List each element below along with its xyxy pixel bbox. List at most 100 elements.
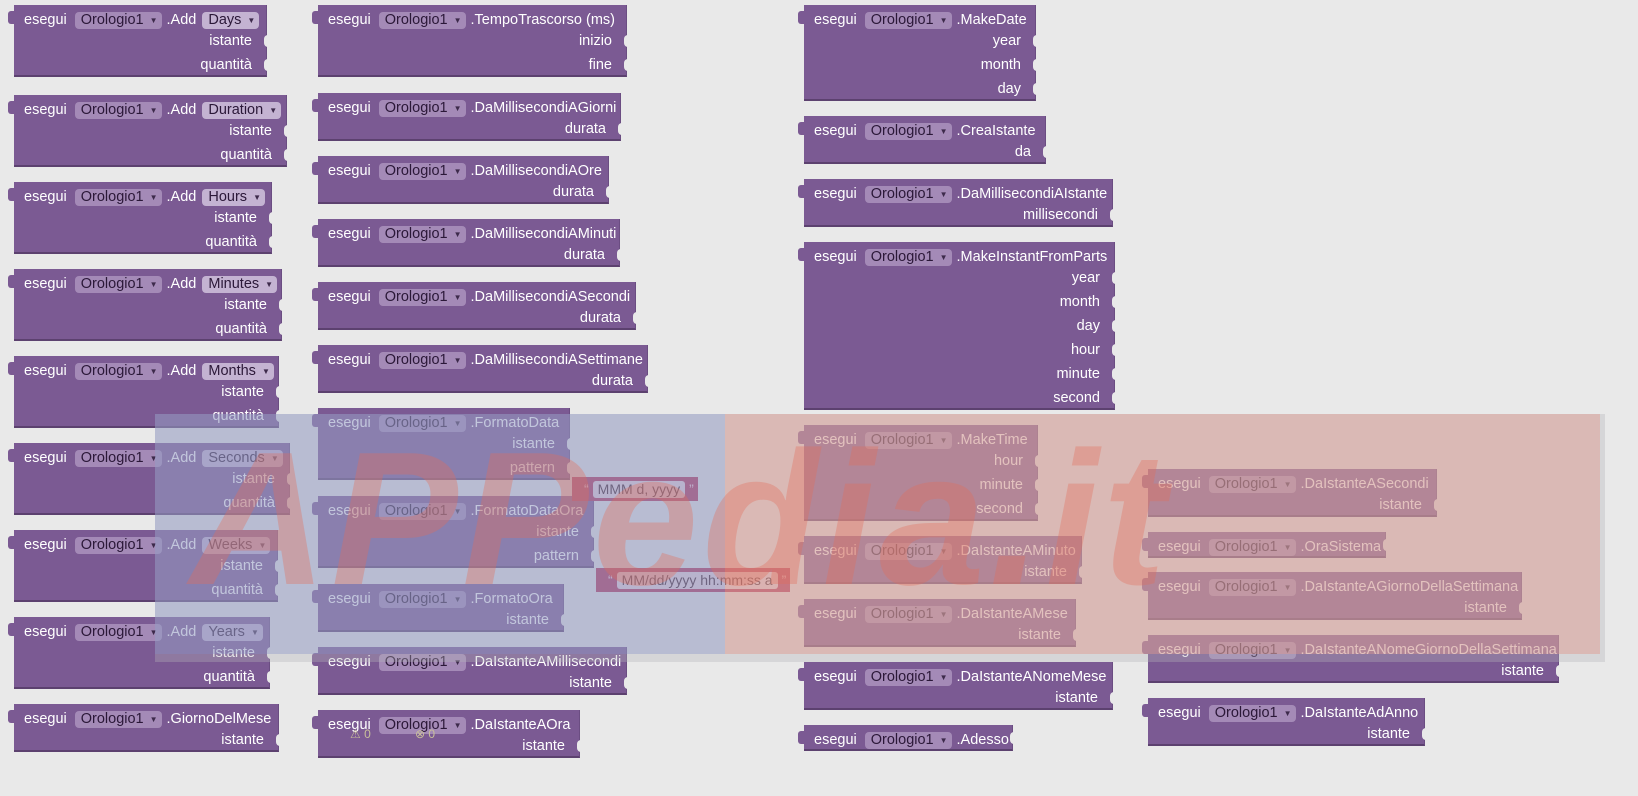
block-da-ist-mese[interactable]: esegui Orologio1 ▼ .DaIstanteAMese istante — [798, 599, 1080, 647]
input-socket[interactable] — [287, 473, 294, 485]
input-socket[interactable] — [1434, 499, 1441, 511]
block-da-ist-giorno-sett[interactable]: esegui Orologio1 ▼ .DaIstanteAGiornoDellaSe… — [1142, 572, 1526, 620]
component-dropdown[interactable]: Orologio1 ▼ — [864, 11, 952, 29]
component-dropdown[interactable]: Orologio1 ▼ — [864, 185, 952, 203]
component-dropdown[interactable]: Orologio1 ▼ — [378, 162, 466, 180]
input-socket[interactable] — [1035, 479, 1042, 491]
block-formato-ora[interactable]: esegui Orologio1 ▼ .FormatoOra istante — [312, 584, 568, 632]
input-socket[interactable] — [591, 550, 598, 562]
component-dropdown[interactable]: Orologio1 ▼ — [864, 431, 952, 449]
block-add-weeks[interactable]: esegui Orologio1 ▼ .Add Weeks ▼ istante quantit… — [8, 530, 282, 602]
block-da-ist-ora[interactable]: esegui Orologio1 ▼ .DaIstanteAOra istante — [312, 710, 584, 758]
unit-dropdown[interactable]: Duration ▼ — [202, 101, 282, 119]
input-socket[interactable] — [276, 734, 283, 746]
block-da-ms-istante[interactable]: esegui Orologio1 ▼ .DaMillisecondiAIstante m… — [798, 179, 1117, 227]
input-socket[interactable] — [1422, 728, 1429, 740]
input-socket[interactable] — [279, 323, 286, 335]
component-dropdown[interactable]: Orologio1 ▼ — [74, 275, 162, 293]
input-socket[interactable] — [267, 647, 274, 659]
component-dropdown[interactable]: Orologio1 ▼ — [378, 716, 466, 734]
input-socket[interactable] — [275, 560, 282, 572]
block-add-minutes[interactable]: esegui Orologio1 ▼ .Add Minutes ▼ istante quant… — [8, 269, 286, 341]
component-dropdown[interactable]: Orologio1 ▼ — [378, 653, 466, 671]
string-value[interactable]: MMM d, yyyy — [592, 480, 686, 498]
block-tempo-trascorso[interactable]: esegui Orologio1 ▼ .TempoTrascorso (ms) iniz… — [312, 5, 631, 77]
input-socket[interactable] — [617, 249, 624, 261]
component-dropdown[interactable]: Orologio1 ▼ — [864, 731, 952, 749]
input-socket[interactable] — [1033, 83, 1040, 95]
input-socket[interactable] — [276, 386, 283, 398]
input-socket[interactable] — [624, 677, 631, 689]
input-socket[interactable] — [561, 614, 568, 626]
input-socket[interactable] — [264, 59, 271, 71]
unit-dropdown[interactable]: Hours ▼ — [202, 188, 265, 206]
block-add-duration[interactable]: esegui Orologio1 ▼ .Add Duration ▼ istante quan… — [8, 95, 291, 167]
block-make-time[interactable]: esegui Orologio1 ▼ .MakeTime hour minute secon… — [798, 425, 1042, 521]
component-dropdown[interactable]: Orologio1 ▼ — [74, 536, 162, 554]
unit-dropdown[interactable]: Minutes ▼ — [202, 275, 278, 293]
input-socket[interactable] — [624, 59, 631, 71]
input-socket[interactable] — [275, 584, 282, 596]
block-da-ist-ms[interactable]: esegui Orologio1 ▼ .DaIstanteAMillisecondi i… — [312, 647, 631, 695]
string-value[interactable]: MM/dd/yyyy hh:mm:ss a — [616, 571, 778, 589]
component-dropdown[interactable]: Orologio1 ▼ — [378, 288, 466, 306]
block-formato-data[interactable]: esegui Orologio1 ▼ .FormatoData istante patte… — [312, 408, 574, 480]
component-dropdown[interactable]: Orologio1 ▼ — [74, 623, 162, 641]
input-socket[interactable] — [567, 438, 574, 450]
block-da-ms-minuti[interactable]: esegui Orologio1 ▼ .DaMillisecondiAMinuti du… — [312, 219, 624, 267]
input-socket[interactable] — [284, 149, 291, 161]
warning-indicator[interactable]: ⚠ 0 — [350, 727, 371, 741]
unit-dropdown[interactable]: Seconds ▼ — [202, 449, 283, 467]
component-dropdown[interactable]: Orologio1 ▼ — [378, 225, 466, 243]
input-socket[interactable] — [1035, 455, 1042, 467]
input-socket[interactable] — [1110, 692, 1117, 704]
component-dropdown[interactable]: Orologio1 ▼ — [378, 11, 466, 29]
block-da-ist-secondi[interactable]: esegui Orologio1 ▼ .DaIstanteASecondi istant… — [1142, 469, 1441, 517]
component-dropdown[interactable]: Orologio1 ▼ — [74, 188, 162, 206]
block-ora-sistema[interactable]: esegui Orologio1 ▼ .OraSistema — [1142, 532, 1390, 558]
unit-dropdown[interactable]: Days ▼ — [202, 11, 260, 29]
block-add-hours[interactable]: esegui Orologio1 ▼ .Add Hours ▼ istante quantit… — [8, 182, 276, 254]
component-dropdown[interactable]: Orologio1 ▼ — [378, 351, 466, 369]
unit-dropdown[interactable]: Weeks ▼ — [202, 536, 271, 554]
component-dropdown[interactable]: Orologio1 ▼ — [864, 668, 952, 686]
block-adesso[interactable]: esegui Orologio1 ▼ .Adesso — [798, 725, 1017, 751]
block-giorno-del-mese[interactable]: esegui Orologio1 ▼ .GiornoDelMese istante — [8, 704, 283, 752]
component-dropdown[interactable]: Orologio1 ▼ — [864, 248, 952, 266]
block-crea-istante[interactable]: esegui Orologio1 ▼ .CreaIstante da — [798, 116, 1050, 164]
component-dropdown[interactable]: Orologio1 ▼ — [1208, 578, 1296, 596]
block-make-instant[interactable]: esegui Orologio1 ▼ .MakeInstantFromParts yea… — [798, 242, 1119, 410]
block-da-ms-giorni[interactable]: esegui Orologio1 ▼ .DaMillisecondiAGiorni du… — [312, 93, 625, 141]
component-dropdown[interactable]: Orologio1 ▼ — [864, 542, 952, 560]
input-socket[interactable] — [645, 375, 652, 387]
component-dropdown[interactable]: Orologio1 ▼ — [378, 502, 466, 520]
block-da-ist-anno[interactable]: esegui Orologio1 ▼ .DaIstanteAdAnno istante — [1142, 698, 1429, 746]
component-dropdown[interactable]: Orologio1 ▼ — [1208, 704, 1296, 722]
input-socket[interactable] — [567, 462, 574, 474]
block-da-ms-secondi[interactable]: esegui Orologio1 ▼ .DaMillisecondiASecondi d… — [312, 282, 640, 330]
input-socket[interactable] — [264, 35, 271, 47]
error-indicator[interactable]: ⊗ 0 — [415, 727, 436, 741]
block-add-seconds[interactable]: esegui Orologio1 ▼ .Add Seconds ▼ istante quant… — [8, 443, 294, 515]
input-socket[interactable] — [276, 410, 283, 422]
input-socket[interactable] — [1033, 59, 1040, 71]
input-socket[interactable] — [618, 123, 625, 135]
input-socket[interactable] — [1112, 272, 1119, 284]
input-socket[interactable] — [279, 299, 286, 311]
component-dropdown[interactable]: Orologio1 ▼ — [74, 362, 162, 380]
input-socket[interactable] — [1112, 392, 1119, 404]
input-socket[interactable] — [1033, 35, 1040, 47]
input-socket[interactable] — [1073, 629, 1080, 641]
component-dropdown[interactable]: Orologio1 ▼ — [378, 590, 466, 608]
component-dropdown[interactable]: Orologio1 ▼ — [74, 101, 162, 119]
input-socket[interactable] — [269, 236, 276, 248]
output-socket[interactable] — [1383, 539, 1390, 551]
input-socket[interactable] — [1043, 146, 1050, 158]
input-socket[interactable] — [267, 671, 274, 683]
block-make-date[interactable]: esegui Orologio1 ▼ .MakeDate year month day — [798, 5, 1040, 101]
component-dropdown[interactable]: Orologio1 ▼ — [1208, 538, 1296, 556]
pattern-string-block[interactable]: “MMM d, yyyy” — [572, 477, 698, 501]
block-da-ms-settimane[interactable]: esegui Orologio1 ▼ .DaMillisecondiASettiman… — [312, 345, 652, 393]
input-socket[interactable] — [624, 35, 631, 47]
